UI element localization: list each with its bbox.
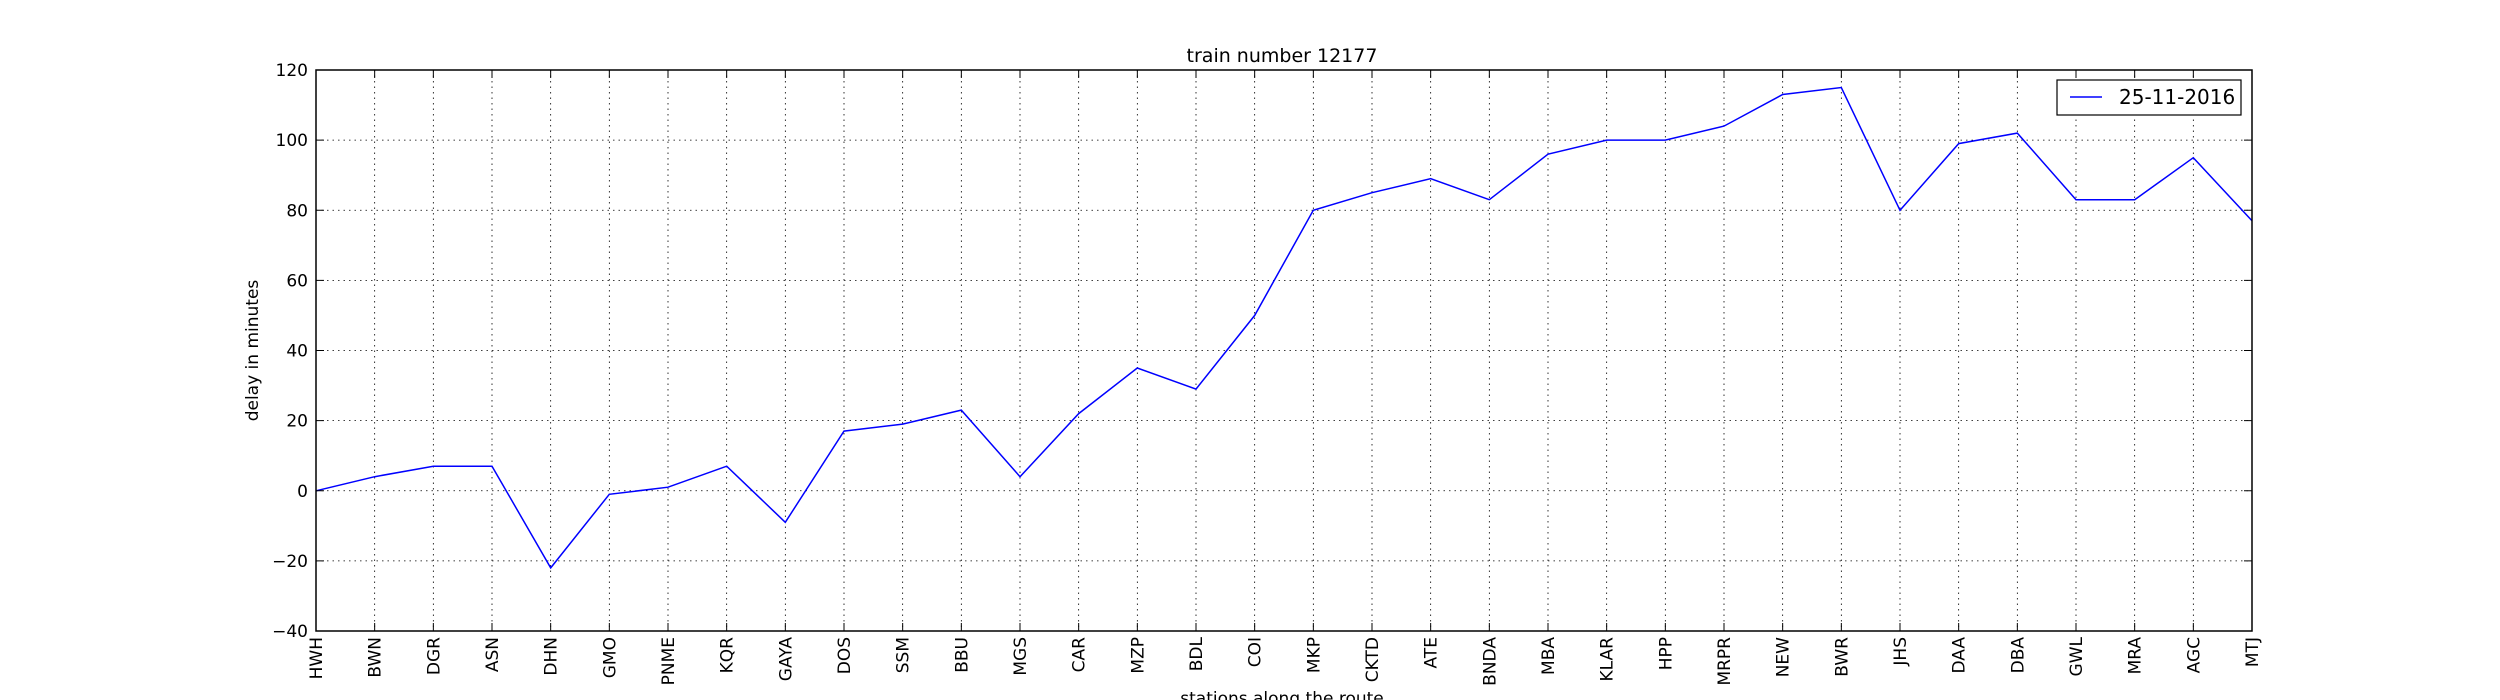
x-tick-label: MZP [1128,637,1148,674]
x-tick-label: GAYA [776,637,796,682]
y-tick-label: 40 [286,342,308,362]
x-tick-label: GWL [2067,636,2087,676]
y-tick-label: −20 [272,552,308,572]
x-tick-label: ASN [483,637,503,672]
grid-layer [315,69,2253,632]
x-tick-label: BWN [366,637,386,678]
y-tick-labels: −40 −20 0 20 40 60 80 100 120 [272,61,308,642]
x-tick-label: DAA [1950,637,1970,674]
chart-title: train number 12177 [1187,45,1378,67]
y-tick-label: 80 [286,201,308,221]
x-tick-label: BDL [1187,636,1207,671]
tick-layer [315,69,2253,632]
x-tick-label: CKTD [1363,637,1383,682]
y-tick-label: 120 [276,61,308,81]
y-tick-label: 0 [297,482,308,502]
x-tick-label: ATE [1422,637,1442,668]
series-line [315,86,2253,570]
legend-entry-label: 25-11-2016 [2119,85,2235,109]
x-tick-label: BWR [1832,637,1852,677]
x-tick-label: SSM [894,637,914,673]
x-tick-label: KLAR [1598,637,1618,682]
y-tick-label: 100 [276,131,308,151]
x-tick-label: JHS [1891,637,1911,667]
y-axis-label: delay in minutes [243,280,263,422]
series-layer [315,86,2253,570]
x-tick-label: MKP [1304,637,1324,673]
x-axis-label: stations along the route [1180,689,1384,700]
x-tick-label: BNDA [1480,637,1500,686]
x-tick-label: MBA [1539,637,1559,675]
x-tick-label: NEW [1774,637,1794,677]
x-tick-label: CAR [1070,637,1090,672]
x-tick-label: BBU [952,637,972,673]
x-tick-label: DGR [424,637,444,675]
x-tick-label: KQR [718,637,738,674]
x-tick-label: MGS [1011,637,1031,676]
x-tick-label: DBA [2008,637,2028,674]
x-tick-label: AGC [2184,637,2204,673]
y-tick-label: 60 [286,271,308,291]
x-tick-label: COI [1246,637,1266,667]
y-tick-label: −40 [272,622,308,642]
x-tick-label: MTJ [2243,637,2263,667]
x-tick-label: DOS [835,637,855,674]
x-tick-label: GMO [600,637,620,678]
x-tick-label: HWH [307,637,327,679]
y-tick-label: 20 [286,412,308,432]
x-tick-label: HPP [1656,637,1676,670]
x-tick-label: PNME [659,637,679,685]
x-tick-labels: HWH BWN DGR ASN DHN GMO PNME KQR GAYA DOS SSM BBU MG… [307,636,2263,685]
x-tick-label: DHN [542,637,562,676]
legend: 25-11-2016 [2056,79,2242,116]
x-tick-label: MRPR [1715,637,1735,686]
x-tick-label: MRA [2126,637,2146,675]
